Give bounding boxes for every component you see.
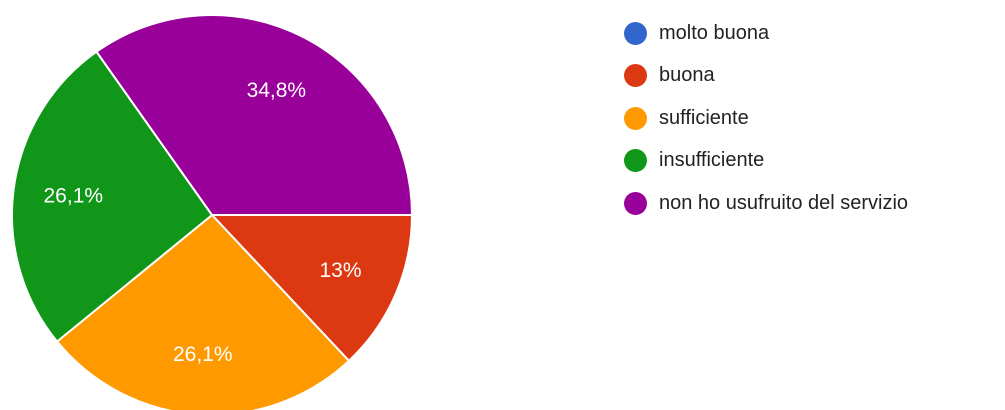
legend-label-non-ho-usufruito: non ho usufruito del servizio [659,191,909,214]
legend-marker-insufficiente [624,149,647,173]
legend-item-insufficiente[interactable]: insufficiente [624,140,908,183]
legend-item-non-ho-usufruito[interactable]: non ho usufruito del servizio [624,182,908,225]
pie-chart: 13% 26,1% 26,1% 34,8% [11,14,414,410]
legend-marker-buona [624,64,647,88]
pie-slice-sufficiente[interactable] [55,213,351,410]
legend-label-sufficiente: sufficiente [659,106,749,129]
legend-marker-molto-buona [624,21,647,45]
legend: molto buona buona sufficiente insufficie… [624,12,908,225]
pie-slice-label-insufficiente: 26,1% [44,185,104,208]
legend-marker-sufficiente [624,106,647,130]
pie-slice-label-sufficiente: 26,1% [173,343,233,366]
legend-marker-non-ho-usufruito [624,191,647,215]
legend-label-insufficiente: insufficiente [659,149,765,172]
pie-slice-label-non-ho-usufruito-del-servizio: 34,8% [247,79,307,102]
pie-slice-buona[interactable] [209,214,414,363]
pie-slice-insufficiente[interactable] [11,50,214,343]
pie-slice-non-ho-usufruito-del-servizio[interactable] [95,14,414,216]
legend-label-molto-buona: molto buona [659,21,770,44]
legend-item-sufficiente[interactable]: sufficiente [624,97,908,140]
legend-item-buona[interactable]: buona [624,55,908,98]
pie-slice-label-buona: 13% [319,259,361,282]
legend-item-molto-buona[interactable]: molto buona [624,12,908,55]
legend-label-buona: buona [659,64,715,87]
